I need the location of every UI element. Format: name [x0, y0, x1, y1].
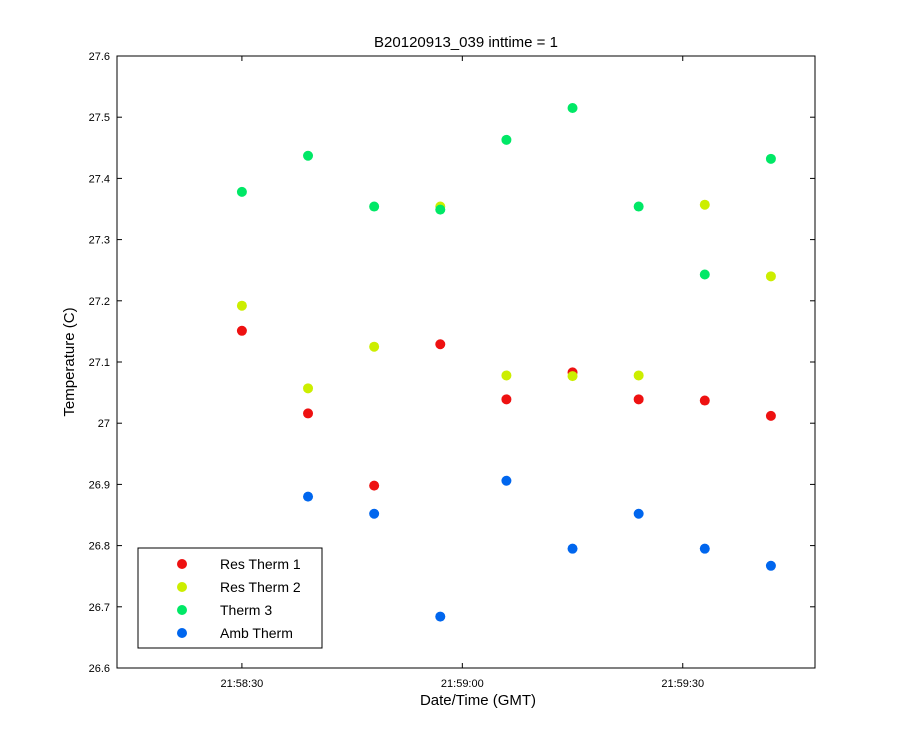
- data-point: [633, 508, 644, 519]
- data-point: [699, 543, 710, 554]
- data-point: [501, 134, 512, 145]
- y-tick-label: 27.6: [89, 51, 110, 63]
- data-point: [236, 325, 247, 336]
- data-point: [303, 491, 314, 502]
- data-point: [369, 341, 380, 352]
- x-axis-ticks: 21:58:30 21:59:00 21:59:30: [220, 56, 704, 690]
- data-point: [501, 475, 512, 486]
- legend-label: Amb Therm: [220, 625, 293, 641]
- y-tick-label: 27.4: [89, 173, 110, 185]
- data-point: [633, 370, 644, 381]
- data-point: [765, 271, 776, 282]
- y-tick-label: 27: [98, 418, 110, 430]
- x-tick-label: 21:59:00: [441, 678, 484, 690]
- legend-box: [137, 547, 323, 649]
- x-tick-label: 21:58:30: [220, 678, 263, 690]
- data-point: [567, 543, 578, 554]
- legend-label: Res Therm 1: [220, 556, 301, 572]
- y-tick-label: 27.5: [89, 112, 110, 124]
- data-points: [236, 103, 776, 622]
- data-point: [369, 201, 380, 212]
- data-point: [435, 339, 446, 350]
- legend-marker: [177, 628, 187, 638]
- data-point: [699, 395, 710, 406]
- data-point: [236, 186, 247, 197]
- data-point: [765, 153, 776, 164]
- data-point: [369, 480, 380, 491]
- y-axis-ticks: 26.6 26.7 26.8 26.9 27 27.1 27.2 27.3 27.4 27.5 27…: [89, 51, 815, 675]
- legend-marker: [177, 582, 187, 592]
- data-point: [303, 150, 314, 161]
- data-point: [236, 300, 247, 311]
- y-tick-label: 26.7: [89, 602, 110, 614]
- x-axis-label: Date/Time (GMT): [420, 692, 536, 709]
- chart-title: B20120913_039 inttime = 1: [374, 34, 558, 51]
- data-point: [633, 394, 644, 405]
- data-point: [633, 201, 644, 212]
- legend-marker: [177, 559, 187, 569]
- y-tick-label: 26.8: [89, 541, 110, 553]
- x-tick-label: 21:59:30: [661, 678, 704, 690]
- data-point: [567, 371, 578, 382]
- data-point: [699, 199, 710, 210]
- y-tick-label: 27.1: [89, 357, 110, 369]
- legend-label: Res Therm 2: [220, 579, 301, 595]
- data-point: [303, 408, 314, 419]
- data-point: [765, 560, 776, 571]
- data-point: [501, 394, 512, 405]
- y-tick-label: 27.3: [89, 235, 110, 247]
- y-tick-label: 26.9: [89, 479, 110, 491]
- legend-marker: [177, 605, 187, 615]
- y-axis-label: Temperature (C): [61, 307, 78, 416]
- y-tick-label: 26.6: [89, 663, 110, 675]
- data-point: [435, 204, 446, 215]
- data-point: [303, 383, 314, 394]
- legend: Res Therm 1 Res Therm 2 Therm 3 Amb Therm: [137, 547, 323, 649]
- legend-label: Therm 3: [220, 602, 272, 618]
- data-point: [369, 508, 380, 519]
- data-point: [501, 370, 512, 381]
- data-point: [435, 611, 446, 622]
- data-point: [765, 410, 776, 421]
- data-point: [699, 269, 710, 280]
- data-point: [567, 103, 578, 114]
- y-tick-label: 27.2: [89, 296, 110, 308]
